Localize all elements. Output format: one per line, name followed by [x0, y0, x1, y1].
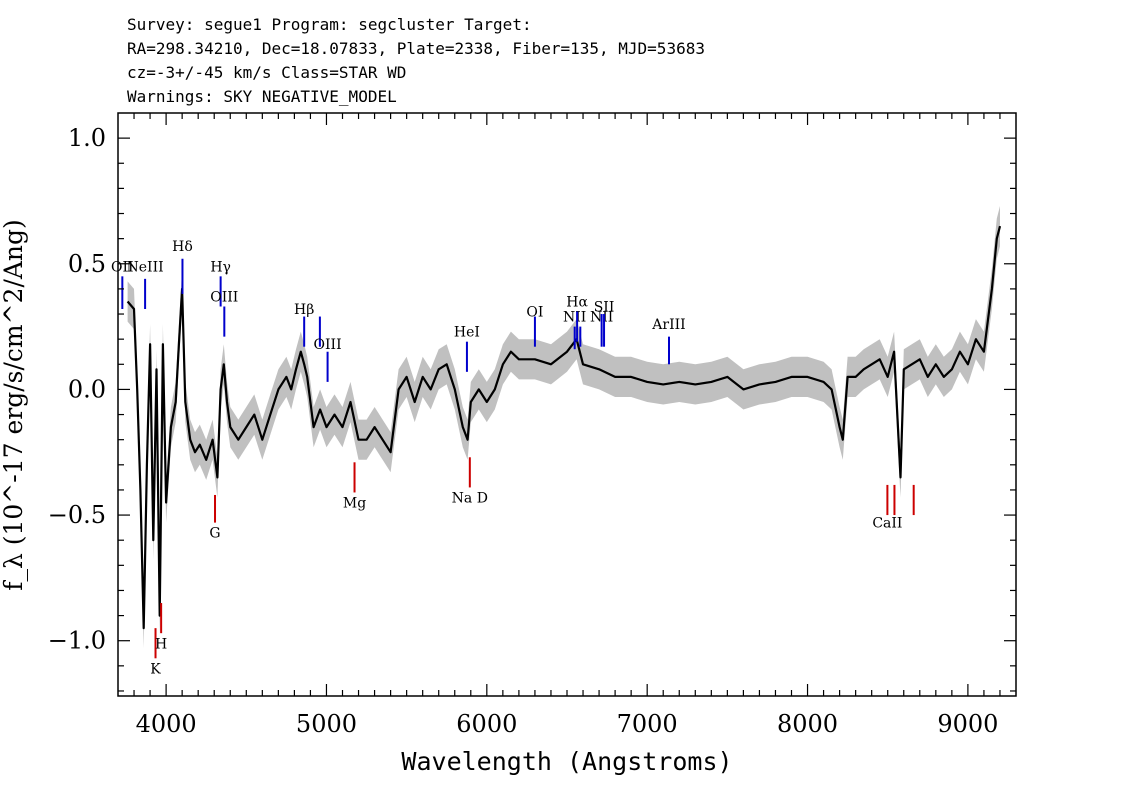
- emission-line-label: OIII: [210, 289, 238, 305]
- x-tick-label: 6000: [456, 710, 517, 738]
- y-tick-label: 0.5: [68, 250, 106, 278]
- flux-layer: [126, 225, 1002, 630]
- x-tick-label: 9000: [937, 710, 998, 738]
- emission-line-label: Hα: [566, 294, 588, 310]
- x-tick-label: 8000: [777, 710, 838, 738]
- absorption-line-label: Na D: [452, 491, 488, 507]
- emission-line-label: NII: [590, 310, 613, 326]
- x-tick-label: 7000: [617, 710, 678, 738]
- emission-line-label: NeIII: [127, 259, 164, 275]
- emission-line-label: Hβ: [294, 302, 314, 318]
- emission-line-label: Hγ: [210, 259, 231, 275]
- emission-line-label: OI: [526, 305, 543, 321]
- y-tick-label: 0.0: [68, 375, 106, 403]
- x-tick-label: 5000: [296, 710, 357, 738]
- x-axis-label: Wavelength (Angstroms): [401, 747, 732, 776]
- absorption-line-label: H: [155, 636, 167, 652]
- absorption-line-label: Mg: [343, 496, 366, 512]
- flux-series-line: [126, 225, 1002, 630]
- header-line-coords: RA=298.34210, Dec=18.07833, Plate=2338, …: [127, 39, 705, 58]
- header-text: Survey: segue1 Program: segcluster Targe…: [127, 15, 705, 106]
- emission-line-label: SII: [594, 300, 615, 316]
- header-line-redshift: cz=-3+/-45 km/s Class=STAR WD: [127, 63, 406, 82]
- emission-line-label: ArIII: [651, 317, 685, 333]
- header-line-warnings: Warnings: SKY NEGATIVE_MODEL: [127, 87, 397, 106]
- emission-line-label: NII: [563, 310, 586, 326]
- y-axis-ticks: 1.0 0.5 0.0 −0.5 −1.0: [48, 124, 1016, 692]
- header-line-survey: Survey: segue1 Program: segcluster Targe…: [127, 15, 532, 34]
- absorption-line-label: CaII: [872, 516, 902, 532]
- y-tick-label: −1.0: [48, 627, 106, 655]
- absorption-line-label: K: [150, 661, 161, 677]
- emission-line-label: OIII: [314, 337, 342, 353]
- y-tick-label: −0.5: [48, 501, 106, 529]
- emission-line-label: HeI: [454, 325, 480, 341]
- y-tick-label: 1.0: [68, 124, 106, 152]
- emission-line-label: Hδ: [172, 239, 193, 255]
- x-tick-label: 4000: [136, 710, 197, 738]
- absorption-line-label: G: [209, 526, 220, 542]
- y-axis-label: f_λ (10^-17 erg/s/cm^2/Ang): [0, 219, 28, 591]
- x-axis-ticks: 4000 5000 6000 7000 8000 9000: [133, 113, 1001, 738]
